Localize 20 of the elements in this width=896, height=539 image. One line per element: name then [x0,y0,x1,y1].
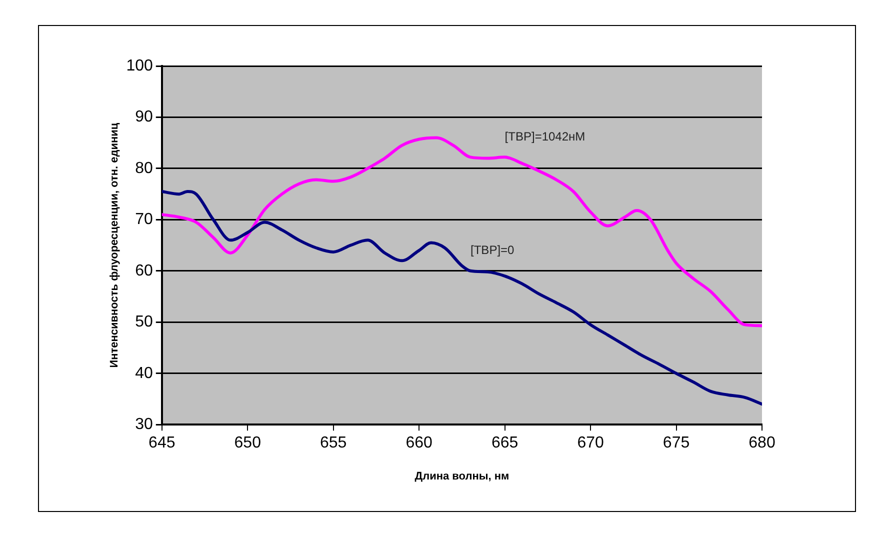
x-tick-label: 645 [148,434,176,452]
series-label: [TBP]=0 [470,243,515,258]
y-tick-label: 60 [135,262,153,280]
x-tick-label: 670 [577,434,604,452]
x-axis-title: Длина волны, нм [414,470,510,482]
series-label: [TBP]=1042нМ [504,130,586,144]
y-tick-label: 80 [135,160,153,177]
x-tick-label: 655 [320,434,347,452]
y-tick-label: 90 [135,108,153,126]
x-tick-label: 680 [748,434,776,452]
x-tick-label: 660 [406,434,433,452]
y-tick-label: 30 [135,416,153,434]
y-tick-label: 100 [126,57,153,74]
y-axis-title: Интенсивность флуоресценции, отн. единиц [108,122,121,368]
y-tick-label: 70 [135,211,153,228]
y-tick-label: 40 [135,364,153,382]
x-tick-label: 650 [234,434,262,452]
x-tick-label: 665 [491,434,518,452]
y-tick-label: 50 [135,314,153,331]
x-tick-label: 675 [662,434,690,452]
